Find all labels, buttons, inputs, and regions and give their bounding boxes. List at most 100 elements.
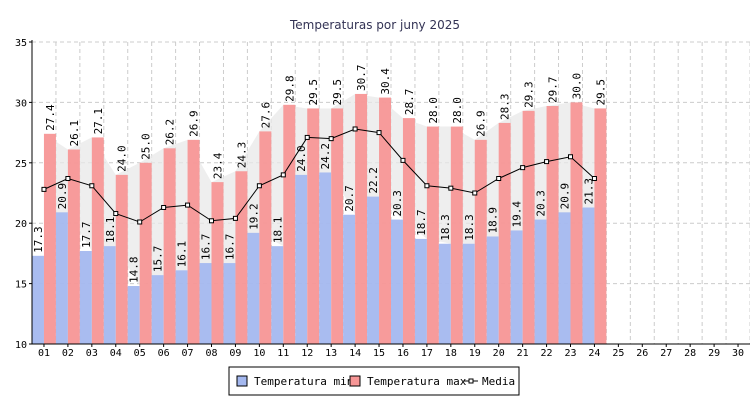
media-point [280, 172, 286, 178]
media-point [256, 183, 262, 189]
bar-min [486, 236, 499, 344]
data-label-max: 28.7 [403, 89, 416, 116]
data-label-max: 30.0 [570, 73, 583, 100]
bar-max [379, 97, 391, 345]
media-point [209, 218, 214, 224]
legend-swatch-max [349, 375, 361, 387]
y-tick-label: 20 [15, 219, 27, 230]
data-label-max: 29.3 [523, 81, 536, 108]
legend: Temperatura min Temperatura max Media [228, 366, 520, 396]
media-point [472, 190, 478, 196]
legend-label-max: Temperatura max [367, 375, 467, 388]
data-label-min: 16.7 [223, 234, 236, 261]
bar-min [367, 196, 380, 344]
media-point [568, 154, 573, 160]
x-tick-label: 22 [541, 348, 553, 359]
chart-title: Temperaturas por juny 2025 [289, 18, 460, 32]
bar-min [223, 263, 236, 344]
bar-min [534, 219, 547, 344]
bar-min [127, 286, 140, 344]
bar-max [67, 149, 80, 344]
data-label-min: 19.4 [511, 201, 524, 228]
data-label-max: 27.1 [92, 108, 105, 135]
x-tick-label: 16 [397, 348, 409, 359]
x-tick-label: 06 [158, 348, 170, 359]
x-tick-label: 14 [349, 348, 361, 359]
media-point [424, 183, 430, 189]
bar-max [402, 118, 415, 344]
x-tick-label: 12 [301, 348, 313, 359]
data-label-max: 29.8 [283, 75, 296, 102]
media-point [544, 159, 550, 165]
data-label-max: 23.4 [211, 152, 224, 179]
data-label-max: 29.5 [331, 79, 344, 106]
x-tick-label: 03 [86, 348, 98, 359]
bar-max [426, 126, 439, 344]
data-label-max: 25.0 [140, 133, 153, 160]
media-point [232, 215, 238, 221]
data-label-max: 26.1 [68, 120, 81, 147]
data-label-max: 29.7 [547, 77, 560, 104]
bar-min [79, 250, 92, 344]
bar-max [307, 108, 320, 344]
x-tick-label: 10 [253, 348, 265, 359]
bar-min [438, 243, 451, 344]
media-point [161, 204, 167, 210]
y-tick-label: 15 [15, 280, 27, 291]
bar-max [522, 110, 535, 344]
bar-min [510, 230, 523, 344]
x-tick-label: 02 [62, 348, 74, 359]
media-point [65, 176, 71, 182]
x-tick-label: 04 [110, 348, 122, 359]
media-point [137, 219, 143, 225]
bar-max [163, 148, 176, 344]
x-tick-label: 25 [612, 348, 624, 359]
x-tick-label: 09 [229, 348, 241, 359]
media-point [89, 183, 95, 189]
bar-max [498, 122, 511, 344]
bar-max [211, 182, 224, 344]
data-label-min: 16.1 [176, 241, 189, 268]
bar-min [103, 246, 116, 344]
data-label-max: 30.4 [379, 68, 392, 95]
bar-min [247, 232, 260, 344]
data-label-min: 14.8 [128, 257, 141, 284]
data-label-min: 18.9 [487, 207, 500, 234]
data-label-max: 28.0 [451, 97, 464, 124]
bar-max [283, 104, 296, 344]
bar-min [319, 172, 332, 344]
media-point [185, 202, 191, 208]
data-label-min: 24.0 [295, 145, 308, 172]
bar-max [115, 174, 128, 344]
bar-min [295, 174, 308, 344]
bars [32, 93, 607, 345]
data-label-min: 20.9 [559, 183, 572, 210]
data-label-min: 16.7 [200, 234, 213, 261]
data-label-min: 15.7 [152, 246, 165, 273]
x-tick-label: 15 [373, 348, 385, 359]
data-label-max: 28.0 [427, 97, 440, 124]
data-label-max: 24.3 [235, 142, 248, 169]
media-point [328, 136, 334, 142]
bar-min [582, 207, 595, 344]
data-label-max: 28.3 [499, 93, 512, 120]
x-tick-label: 29 [708, 348, 720, 359]
data-label-max: 29.5 [594, 79, 607, 106]
data-label-min: 21.3 [582, 178, 595, 205]
bar-min [175, 270, 188, 344]
bar-max [235, 171, 248, 344]
media-point [496, 176, 502, 182]
bar-max [355, 93, 368, 344]
bar-min [151, 275, 164, 344]
data-label-min: 20.3 [535, 190, 548, 217]
media-point [376, 130, 382, 136]
data-label-max: 29.5 [307, 79, 320, 106]
bar-min [558, 212, 571, 344]
media-point [304, 134, 310, 140]
x-tick-label: 21 [517, 348, 529, 359]
bar-min [199, 263, 212, 344]
bar-max [546, 106, 559, 344]
data-label-min: 17.7 [80, 221, 93, 248]
x-tick-label: 17 [421, 348, 433, 359]
bar-min [462, 243, 475, 344]
